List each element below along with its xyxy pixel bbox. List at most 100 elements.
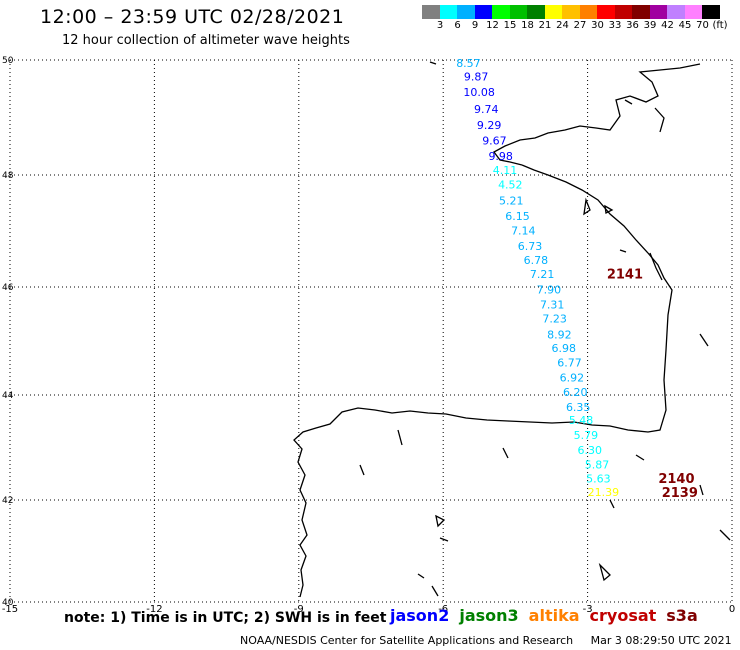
- legend-swatch: [579, 5, 597, 19]
- legend-swatch: [562, 5, 580, 19]
- legend-label: 30: [591, 20, 604, 31]
- legend-label: 21: [538, 20, 552, 31]
- legend-swatch: [509, 5, 527, 19]
- legend-swatch: [649, 5, 667, 19]
- pass-number-label: 2141: [607, 268, 643, 283]
- credit-timestamp: Mar 3 08:29:50 UTC 2021: [590, 634, 732, 647]
- satellite-legend: jason2 jason3 altika cryosat s3a: [390, 606, 708, 625]
- coast-gironde: [649, 252, 663, 281]
- lake-1: [435, 514, 446, 528]
- lake-11: [417, 573, 425, 579]
- lake-5: [397, 429, 403, 446]
- coastline: [293, 61, 731, 598]
- lat-tick-label: 40: [2, 598, 14, 608]
- wave-height-label: 5.87: [585, 459, 610, 472]
- wave-height-label: 6.98: [552, 342, 577, 355]
- legend-swatch: [492, 5, 510, 19]
- legend-swatch: [702, 5, 720, 19]
- wave-height-label: 6.73: [518, 240, 543, 253]
- wave-height-label: 6.20: [563, 386, 588, 399]
- wave-height-label: 7.21: [530, 268, 555, 281]
- legend-label: 24: [556, 20, 569, 31]
- legend-label: 9: [471, 20, 479, 31]
- satellite-s3a: s3a: [666, 606, 698, 625]
- lat-tick-label: 42: [2, 496, 13, 506]
- wave-height-label: 9.29: [477, 119, 502, 132]
- legend-label: 42: [661, 20, 674, 31]
- lake-10: [719, 529, 731, 541]
- legend-label: 6: [454, 20, 461, 31]
- legend-swatch: [457, 5, 475, 19]
- lake-6: [598, 562, 611, 582]
- legend-swatch: [684, 5, 702, 19]
- legend-label: 70: [696, 20, 709, 31]
- wave-height-label: 7.14: [511, 224, 536, 237]
- wave-height-label: 8.92: [547, 328, 572, 341]
- lat-tick-label: 50: [2, 56, 14, 66]
- lake-8: [609, 499, 615, 509]
- island-4: [624, 99, 633, 105]
- legend-swatch: [544, 5, 562, 19]
- wave-height-label: 8.57: [456, 57, 481, 70]
- legend-label: 39: [643, 20, 657, 31]
- legend-label: 18: [521, 20, 534, 31]
- island-2: [604, 204, 614, 214]
- lon-tick-label: -15: [2, 604, 18, 615]
- lon-tick-label: -12: [146, 604, 162, 615]
- wave-height-label: 5.63: [586, 473, 611, 486]
- footer-note: note: 1) Time is in UTC; 2) SWH is in fe…: [64, 610, 387, 626]
- pass-number-label: 2140: [658, 472, 694, 487]
- wave-height-label: 6.92: [560, 372, 585, 385]
- lake-7: [635, 454, 645, 461]
- lon-tick-label: -3: [583, 604, 593, 615]
- wave-height-label: 9.87: [464, 71, 489, 84]
- legend-label: 15: [503, 20, 517, 31]
- wave-height-label: 4.11: [493, 164, 518, 177]
- legend-swatch: [614, 5, 632, 19]
- legend-swatch: [667, 5, 685, 19]
- wave-height-label: 4.52: [498, 178, 523, 191]
- island-6: [699, 333, 709, 347]
- legend-label: 36: [626, 20, 639, 31]
- coast-channel: [654, 107, 665, 133]
- island-3: [619, 249, 627, 253]
- satellite-cryosat: cryosat: [589, 606, 657, 625]
- wave-height-label: 6.78: [524, 254, 549, 267]
- lat-tick-label: 44: [2, 391, 14, 401]
- legend-swatch: [527, 5, 545, 19]
- credit-text: NOAA/NESDIS Center for Satellite Applica…: [240, 634, 574, 647]
- legend-swatches: [422, 5, 720, 19]
- lat-tick-label: 46: [2, 283, 14, 293]
- pass-number-label: 2139: [662, 486, 698, 501]
- satellite-jason2: jason2: [390, 606, 450, 625]
- lon-tick-label: -6: [438, 604, 448, 615]
- axis-tick-labels: -15 -12 -9 -6 -3 0 50 48 46 44 42 40: [2, 56, 735, 615]
- wave-height-label: 10.08: [463, 86, 495, 99]
- color-legend: 3 6 9 12 15 18 21 24 27 30 33 36 39 42 45 70 (ft): [422, 5, 728, 33]
- legend-label: 45: [678, 20, 692, 31]
- island-5: [429, 61, 437, 65]
- legend-label: 33: [608, 20, 622, 31]
- wave-height-label: 7.31: [540, 299, 565, 312]
- wave-height-observations: 8.579.87 10.08 9.74 9.29 9.67 9.984.114.52 5.2…: [456, 57, 619, 499]
- legend-label: 12: [486, 20, 499, 31]
- coast-brittany: [493, 63, 701, 166]
- wave-height-label: 5.79: [574, 429, 599, 442]
- wave-height-label: 7.90: [537, 283, 562, 296]
- wave-height-label: 9.98: [488, 150, 512, 163]
- lake-4: [359, 464, 365, 476]
- lat-tick-label: 48: [2, 171, 14, 181]
- legend-swatch: [474, 5, 492, 19]
- island-1: [583, 197, 591, 216]
- grid-lines: [9, 59, 733, 603]
- legend-swatch: [422, 5, 440, 19]
- lon-tick-label: 0: [729, 604, 735, 615]
- satellite-altika: altika: [528, 606, 580, 625]
- lake-12: [431, 585, 439, 597]
- lon-tick-label: -9: [294, 604, 304, 615]
- legend-label: 3: [436, 20, 444, 31]
- lake-3: [502, 447, 509, 459]
- page-title: 12:00 – 23:59 UTC 02/28/2021: [40, 6, 345, 28]
- wave-height-label: 6.15: [505, 210, 530, 223]
